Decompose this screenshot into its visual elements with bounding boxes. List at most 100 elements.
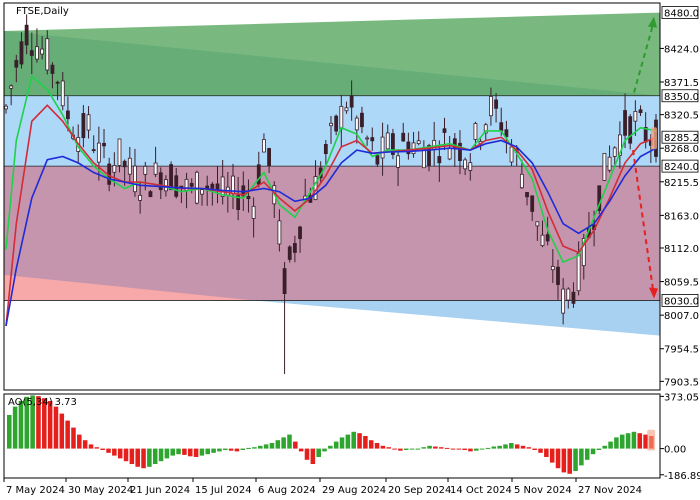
ao-bar <box>147 448 152 467</box>
ao-bar <box>345 434 351 449</box>
ao-bar <box>82 440 88 449</box>
level-box <box>661 89 699 103</box>
candle-body <box>138 194 143 201</box>
level-box-label: 8030.0 <box>664 296 699 307</box>
up-arrow-head <box>648 16 657 28</box>
up-arrow-line <box>633 24 654 93</box>
symbol-title: FTSE,Daily <box>16 6 69 17</box>
candle-body <box>127 157 132 175</box>
ao-bar <box>106 448 111 453</box>
ao-bar <box>77 434 82 449</box>
ao-bar <box>403 448 409 450</box>
ao-bar <box>363 436 368 449</box>
ao-bar <box>503 444 508 449</box>
date-tick-label: 7 May 2024 <box>6 485 65 496</box>
candle-body <box>556 266 560 285</box>
ao-bar <box>263 444 269 449</box>
ao-bar <box>129 448 135 464</box>
ao-label: AO(5,34) 3.73 <box>8 397 77 408</box>
lower-channel-blue <box>254 300 660 336</box>
ao-bar <box>462 448 467 450</box>
candle-body <box>375 155 380 165</box>
ao-bar <box>328 445 333 449</box>
price-tick-label: 8215.5 <box>664 178 699 189</box>
candle-body <box>442 128 447 133</box>
ao-bar <box>170 448 175 456</box>
ma-slow-line <box>5 139 657 327</box>
candle-body <box>50 64 55 74</box>
ao-bar <box>88 444 94 449</box>
last-price-marker <box>651 127 657 150</box>
candle-body <box>267 148 271 166</box>
ao-bar <box>497 445 502 449</box>
ao-bar <box>590 448 596 455</box>
ao-tick-label: -186.89 <box>664 471 700 482</box>
candle-body <box>19 41 24 65</box>
ao-bar <box>287 434 292 449</box>
ao-bar <box>205 448 211 455</box>
candle-body <box>210 183 215 189</box>
price-tick-label: 8424.0 <box>664 44 699 55</box>
candle-body <box>468 162 473 171</box>
candle-body <box>153 162 158 175</box>
ao-bar <box>12 406 18 449</box>
date-tick-label: 15 Jul 2024 <box>195 485 252 496</box>
candle-body <box>292 243 297 253</box>
price-tick-label: 7903.5 <box>664 377 699 388</box>
date-tick-label: 30 May 2024 <box>68 485 133 496</box>
candle-body <box>287 246 292 260</box>
ao-bar <box>316 448 321 457</box>
candle-body <box>396 155 400 168</box>
candle-body <box>509 146 514 163</box>
candle-body <box>102 142 106 147</box>
candle-body <box>545 234 550 242</box>
candle-body <box>40 48 45 55</box>
ao-bar <box>217 448 222 452</box>
ao-bar <box>333 441 339 449</box>
ao-bar <box>561 448 567 473</box>
level-box-label: 8240.0 <box>664 162 699 173</box>
ao-bar <box>439 447 444 449</box>
ao-bar <box>65 420 70 449</box>
ao-bar <box>380 445 386 449</box>
candle-body <box>473 123 478 140</box>
ao-bar <box>182 448 187 455</box>
candle-body <box>55 81 60 84</box>
candle-body <box>463 159 468 170</box>
ao-bar <box>275 440 281 449</box>
ao-bar <box>549 448 555 463</box>
candle-body <box>623 110 627 136</box>
ao-bar <box>567 448 572 474</box>
ao-bar <box>158 448 164 462</box>
lower-channel-pink <box>4 274 254 301</box>
ao-bar <box>123 448 129 462</box>
candle-body <box>385 132 390 150</box>
ao-tick-label: 0.00 <box>664 445 686 456</box>
ao-bar <box>386 447 391 449</box>
ao-bar <box>141 448 146 469</box>
date-tick-label: 14 Oct 2024 <box>450 485 512 496</box>
candle-body <box>499 122 504 132</box>
candle-body <box>566 288 571 301</box>
price-tick-label: 8163.0 <box>664 211 699 222</box>
ao-bar <box>433 446 438 449</box>
candle-body <box>530 195 535 212</box>
ao-bar <box>187 448 193 457</box>
upper-channel-shade <box>4 31 660 96</box>
candle-body <box>612 147 617 157</box>
candle-body <box>633 111 638 122</box>
candle-body <box>550 266 555 271</box>
ao-bar <box>631 431 637 449</box>
candle-body <box>540 234 545 247</box>
ao-bar <box>258 445 263 449</box>
date-tick-label: 27 Nov 2024 <box>578 485 642 496</box>
ao-bar <box>596 448 602 450</box>
level-box-label: 8480.0 <box>664 9 699 20</box>
candle-body <box>200 189 204 195</box>
level-box <box>661 294 699 307</box>
candle-body <box>169 164 173 191</box>
candle-body <box>14 59 19 68</box>
ao-bar <box>36 396 41 449</box>
